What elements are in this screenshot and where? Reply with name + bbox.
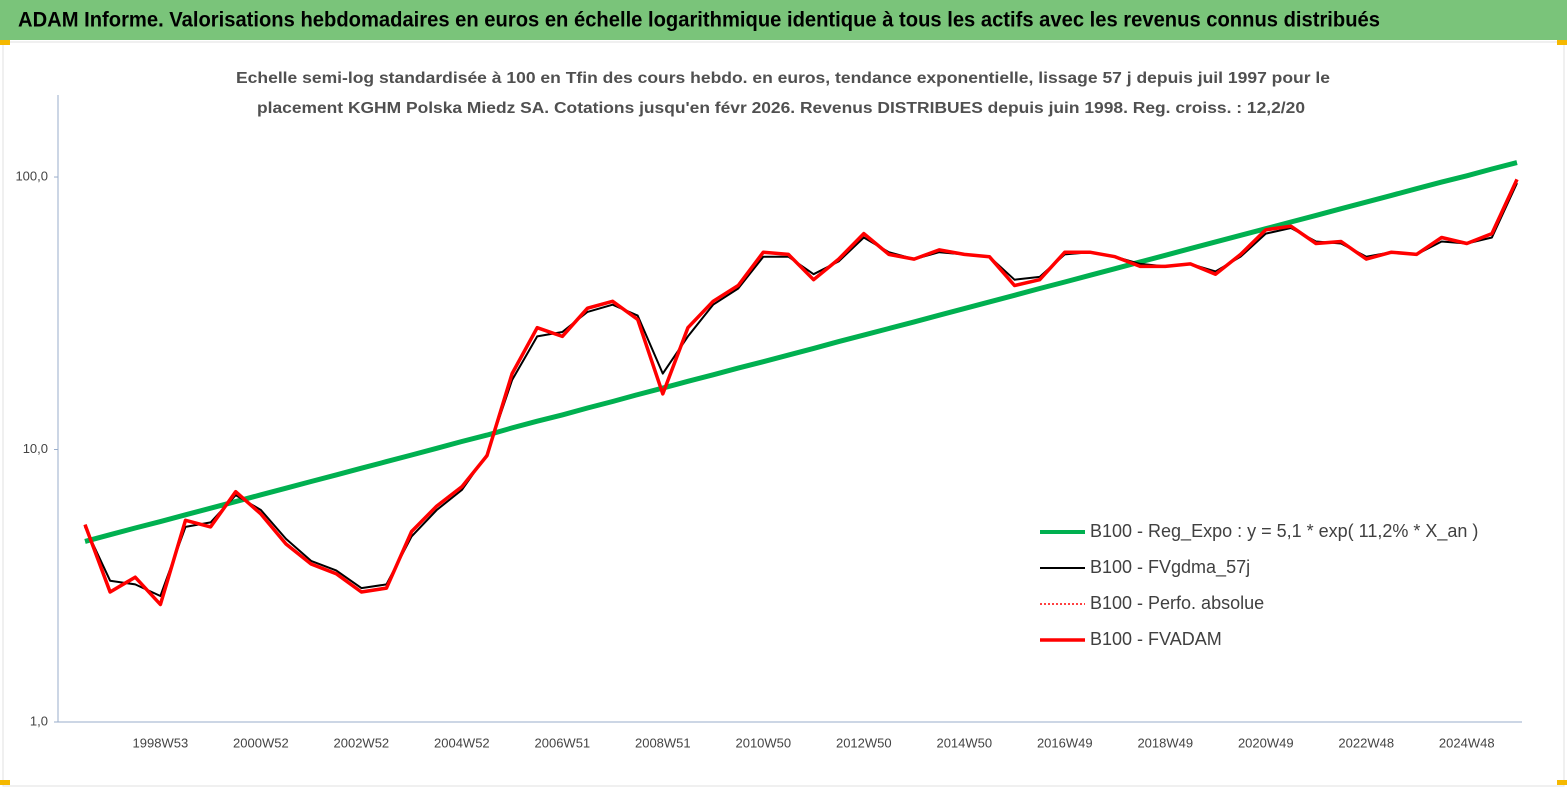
subtitle: Echelle semi-log standardisée à 100 en T… (236, 70, 1330, 87)
legend-label: B100 - FVADAM (1090, 629, 1222, 649)
corner (1557, 40, 1567, 45)
x-tick-label: 2000W52 (233, 735, 289, 750)
series-line (83, 178, 1519, 607)
x-tick-label: 2004W52 (434, 735, 490, 750)
corner (0, 40, 10, 45)
frame (2, 41, 1565, 787)
legend-label: B100 - FVgdma_57j (1090, 557, 1250, 578)
x-tick-label: 1998W53 (133, 735, 189, 750)
y-tick-label: 10,0 (23, 441, 48, 456)
y-tick-label: 1,0 (30, 713, 48, 728)
subtitle: placement KGHM Polska Miedz SA. Cotation… (257, 100, 1305, 117)
series-line (84, 160, 1518, 544)
x-tick-label: 2018W49 (1137, 735, 1193, 750)
title-bar (0, 0, 1567, 40)
corner (0, 780, 10, 785)
x-tick-label: 2022W48 (1338, 735, 1394, 750)
x-tick-label: 2006W51 (535, 735, 591, 750)
legend-label: B100 - Reg_Expo : y = 5,1 * exp( 11,2% *… (1090, 521, 1478, 542)
x-tick-label: 2010W50 (735, 735, 791, 750)
corner (1557, 780, 1567, 785)
x-tick-label: 2020W49 (1238, 735, 1294, 750)
chart-title: ADAM Informe. Valorisations hebdomadaire… (18, 9, 1380, 32)
x-tick-label: 2014W50 (936, 735, 992, 750)
legend-label: B100 - Perfo. absolue (1090, 593, 1264, 613)
x-tick-label: 2002W52 (334, 735, 390, 750)
x-tick-label: 2012W50 (836, 735, 892, 750)
x-tick-label: 2008W51 (635, 735, 691, 750)
x-tick-label: 2016W49 (1037, 735, 1093, 750)
x-tick-label: 2024W48 (1439, 735, 1495, 750)
y-tick-label: 100,0 (15, 168, 48, 183)
